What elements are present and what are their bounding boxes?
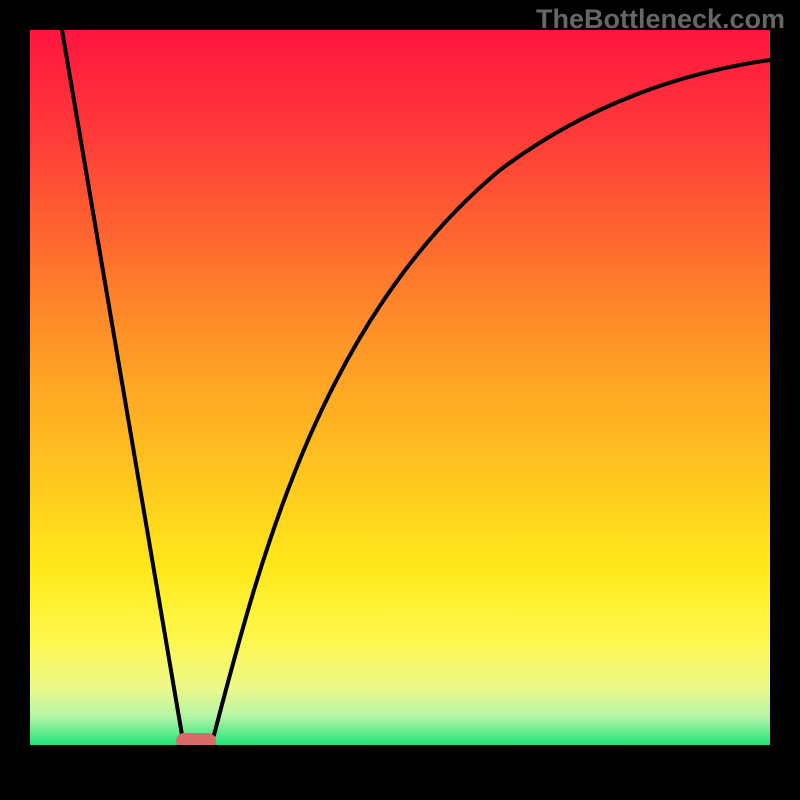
watermark-text: TheBottleneck.com — [536, 4, 785, 35]
curve-layer — [0, 0, 800, 800]
border-left — [0, 0, 30, 800]
bottleneck-curve — [62, 30, 770, 740]
border-bottom — [0, 745, 800, 800]
border-right — [770, 0, 800, 800]
bottleneck-chart: TheBottleneck.com — [0, 0, 800, 800]
